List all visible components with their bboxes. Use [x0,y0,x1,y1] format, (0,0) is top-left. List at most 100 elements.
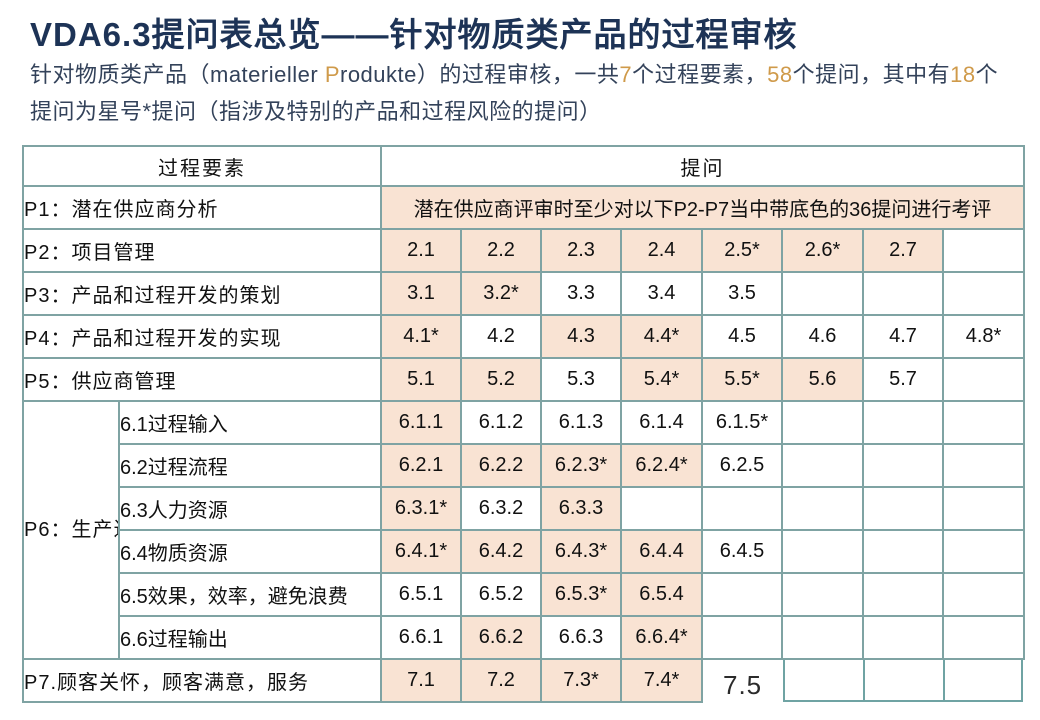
sub-label-6-1: 6.1过程输入 [118,400,382,445]
intro-segment: 个提问，其中有 [792,62,951,87]
question-cell [862,400,944,445]
question-cell [781,443,864,488]
sub-label-6-5: 6.5效果，效率，避免浪费 [118,572,382,617]
intro-segment: 个过程要素， [632,62,768,87]
question-cell: 2.5* [701,228,783,273]
question-cell [862,529,944,574]
table-row-p6-2: 6.2过程流程 6.2.1 6.2.2 6.2.3* 6.2.4* 6.2.5 [23,443,1025,488]
question-cell [701,615,783,660]
patch-grid-line [783,700,1023,702]
question-cell: 5.5* [701,357,783,402]
question-cell: 4.7 [862,314,944,359]
question-cell: 3.5 [701,271,783,316]
question-cell: 6.2.5 [701,443,783,488]
sub-label-6-6: 6.6过程输出 [118,615,382,660]
patch-grid-line [1021,660,1023,702]
question-cell: 4.6 [781,314,864,359]
sub-label-6-4: 6.4物质资源 [118,529,382,574]
question-cell [942,400,1025,445]
question-cell [781,400,864,445]
intro-segment: rodukte）的过程审核，一共 [340,62,620,87]
question-cell: 6.5.1 [380,572,462,617]
question-cell: 6.4.1* [380,529,462,574]
table-header-row: 过程要素 提问 [22,145,1025,187]
patch-grid-line [783,660,785,702]
question-cell: 6.6.3 [540,615,622,660]
col-header-process-elements: 过程要素 [22,145,382,187]
question-cell: 6.4.3* [540,529,622,574]
question-cell: 6.6.4* [620,615,703,660]
question-cell: 6.3.1* [380,486,462,531]
table-row-p5: P5：供应商管理 5.1 5.2 5.3 5.4* 5.5* 5.6 5.7 [22,357,1025,402]
table-row-p4: P4：产品和过程开发的实现 4.1* 4.2 4.3 4.4* 4.5 4.6 … [22,314,1025,359]
question-cell: 7.2 [460,658,542,703]
question-cell [781,486,864,531]
question-cell: 6.2.1 [380,443,462,488]
table-row-p6-3: 6.3人力资源 6.3.1* 6.3.2 6.3.3 [23,486,1025,531]
question-cell [942,572,1025,617]
question-cell: 7.1 [380,658,462,703]
question-cell: 4.5 [701,314,783,359]
question-cell: 4.4* [620,314,703,359]
patch-grid-line [943,660,945,702]
question-cell: 4.1* [380,314,462,359]
question-cell: 4.8* [942,314,1025,359]
question-cell: 2.6* [781,228,864,273]
question-cell-7-5: 7.5 [723,670,763,700]
page-title: VDA6.3提问表总览——针对物质类产品的过程审核 [30,16,798,53]
question-cell [942,271,1025,316]
row-label-p4: P4：产品和过程开发的实现 [22,314,382,359]
question-cell: 2.3 [540,228,622,273]
intro-segment-count-starred: 18 [950,62,976,87]
table-row-p6-5: 6.5效果，效率，避免浪费 6.5.1 6.5.2 6.5.3* 6.5.4 [23,572,1025,617]
question-cell: 6.1.1 [380,400,462,445]
question-cell: 4.3 [540,314,622,359]
question-cell [942,443,1025,488]
intro-segment-count-elements: 7 [619,62,633,87]
vda63-overview-table: 过程要素 提问 P1：潜在供应商分析 潜在供应商评审时至少对以下P2-P7当中带… [22,145,1025,703]
question-cell: 6.6.1 [380,615,462,660]
table-row-p6-6: 6.6过程输出 6.6.1 6.6.2 6.6.3 6.6.4* [23,615,1025,660]
question-cell: 2.1 [380,228,462,273]
question-cell: 2.2 [460,228,542,273]
question-cell [942,228,1025,273]
question-cell: 6.5.2 [460,572,542,617]
table-row-p2: P2：项目管理 2.1 2.2 2.3 2.4 2.5* 2.6* 2.7 [22,228,1025,273]
question-cell [701,572,783,617]
question-cell [781,529,864,574]
question-cell [942,357,1025,402]
row-label-p5: P5：供应商管理 [22,357,382,402]
question-cell: 3.4 [620,271,703,316]
table-row-p6-1: P6：生产过程分析 6.1过程输入 6.1.1 6.1.2 6.1.3 6.1.… [22,400,1025,660]
patch-grid-line [863,660,865,702]
intro-segment-count-questions: 58 [767,62,793,87]
bottom-right-patch: 7.5 [703,660,1040,716]
row-label-p3: P3：产品和过程开发的策划 [22,271,382,316]
question-cell: 6.2.3* [540,443,622,488]
question-cell: 6.4.4 [620,529,703,574]
question-cell [862,443,944,488]
question-cell: 6.2.4* [620,443,703,488]
question-cell [862,615,944,660]
question-cell: 5.6 [781,357,864,402]
question-cell [862,271,944,316]
intro-segment: P [324,62,340,87]
table-row-p6-4: 6.4物质资源 6.4.1* 6.4.2 6.4.3* 6.4.4 6.4.5 [23,529,1025,574]
question-cell [781,615,864,660]
question-cell: 3.2* [460,271,542,316]
question-cell: 6.1.3 [540,400,622,445]
p1-note-cell: 潜在供应商评审时至少对以下P2-P7当中带底色的36提问进行考评 [380,185,1025,230]
question-cell: 5.4* [620,357,703,402]
question-cell [701,486,783,531]
question-cell [942,615,1025,660]
question-cell: 6.1.5* [701,400,783,445]
question-cell: 5.2 [460,357,542,402]
col-header-questions: 提问 [380,145,1025,187]
question-cell [942,529,1025,574]
question-cell [781,271,864,316]
question-cell: 6.3.2 [460,486,542,531]
question-cell: 2.4 [620,228,703,273]
question-cell: 4.2 [460,314,542,359]
sub-label-6-2: 6.2过程流程 [118,443,382,488]
